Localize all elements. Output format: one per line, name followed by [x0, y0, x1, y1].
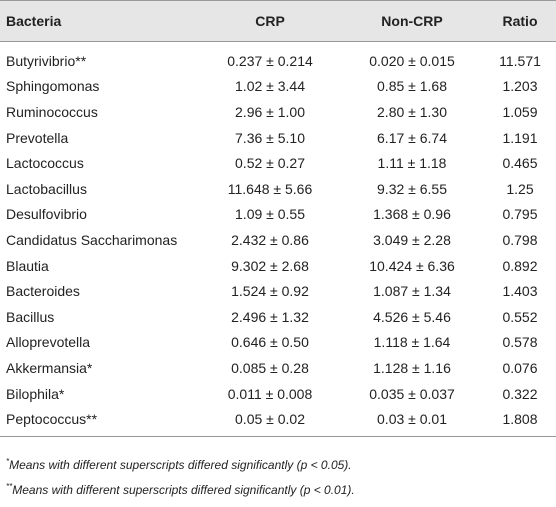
- table-cell: 0.020 ± 0.015: [369, 52, 455, 69]
- table-cell: 1.059: [502, 103, 538, 120]
- table-cell: 7.36 ± 5.10: [235, 129, 305, 146]
- table-cell: 1.118 ± 1.64: [373, 334, 451, 351]
- table-cell: 11.571: [499, 52, 541, 69]
- table-cell: 0.03 ± 0.01: [340, 406, 484, 437]
- table-row: Blautia 9.302 ± 2.68 10.424 ± 6.36 0.892: [0, 253, 556, 279]
- table-cell: 11.648 ± 5.66: [227, 180, 313, 197]
- table-cell: 1.203: [502, 78, 538, 95]
- table-cell: 0.892: [502, 257, 538, 274]
- table-cell: 0.52 ± 0.27: [235, 155, 305, 172]
- table-cell: 1.403: [502, 283, 538, 300]
- footnote-marker: **: [6, 481, 13, 491]
- table-cell: 0.05 ± 0.02: [200, 406, 340, 437]
- table-cell: 0.076: [502, 359, 538, 376]
- footnote-marker: *: [6, 456, 10, 466]
- table-cell: 0.646 ± 0.50: [231, 334, 309, 351]
- footnote-text: Means with different superscripts differ…: [9, 457, 352, 472]
- table-cell: 1.368 ± 0.96: [373, 206, 451, 223]
- table-cell: 1.11 ± 1.18: [377, 155, 447, 172]
- table-cell: 1.02 ± 3.44: [235, 78, 305, 95]
- table-row: Candidatus Saccharimonas 2.432 ± 0.86 3.04…: [0, 227, 556, 253]
- table-cell: 6.17 ± 6.74: [377, 129, 447, 146]
- table-cell: 2.96 ± 1.00: [235, 103, 305, 120]
- table-cell: 2.432 ± 0.86: [231, 231, 309, 248]
- header-cell: Ratio: [484, 0, 556, 42]
- table-row: Bilophila* 0.011 ± 0.008 0.035 ± 0.037 0.32…: [0, 381, 556, 407]
- table-cell: Bacteroides: [6, 283, 80, 300]
- table-row: Butyrivibrio** 0.237 ± 0.214 0.020 ± 0.015…: [0, 42, 556, 74]
- table-cell: 0.798: [502, 231, 538, 248]
- table-row: Ruminococcus 2.96 ± 1.00 2.80 ± 1.30 1.059: [0, 99, 556, 125]
- table-cell: Butyrivibrio**: [6, 52, 87, 69]
- table-cell: Ruminococcus: [6, 103, 98, 120]
- table-cell: 0.085 ± 0.28: [231, 359, 309, 376]
- table-cell: Alloprevotella: [6, 334, 91, 351]
- header-cell: Bacteria: [0, 0, 200, 42]
- table-cell: 2.80 ± 1.30: [377, 103, 447, 120]
- footnote-text: Means with different superscripts differ…: [12, 482, 355, 497]
- table-row: Akkermansia* 0.085 ± 0.28 1.128 ± 1.16 0.07…: [0, 355, 556, 381]
- table-cell: 1.808: [484, 406, 556, 437]
- table-cell: 0.322: [502, 385, 538, 402]
- table-row: Bacillus 2.496 ± 1.32 4.526 ± 5.46 0.552: [0, 304, 556, 330]
- table-cell: 1.524 ± 0.92: [231, 283, 309, 300]
- table-cell: 0.011 ± 0.008: [227, 385, 313, 402]
- table-cell: Bacillus: [6, 308, 55, 325]
- table-cell: 3.049 ± 2.28: [373, 231, 451, 248]
- table-cell: Lactococcus: [6, 155, 84, 172]
- data-table: Bacteria CRP Non-CRP Ratio Butyrivibrio** 0.…: [0, 0, 556, 437]
- table-cell: 10.424 ± 6.36: [369, 257, 455, 274]
- table-cell: Desulfovibrio: [6, 206, 87, 223]
- table-cell: 0.85 ± 1.68: [377, 78, 447, 95]
- table-cell: 2.496 ± 1.32: [231, 308, 309, 325]
- table-cell: Lactobacillus: [6, 180, 87, 197]
- table-cell: Bilophila*: [6, 385, 65, 402]
- footnote: **Means with different superscripts diff…: [0, 476, 556, 501]
- footnote: *Means with different superscripts diffe…: [0, 451, 556, 476]
- table-cell: 0.552: [502, 308, 538, 325]
- table-cell: 0.465: [502, 155, 538, 172]
- table-cell: 0.237 ± 0.214: [227, 52, 313, 69]
- table-row: Lactococcus 0.52 ± 0.27 1.11 ± 1.18 0.465: [0, 150, 556, 176]
- table-cell: 9.32 ± 6.55: [377, 180, 447, 197]
- table-cell: 1.09 ± 0.55: [235, 206, 305, 223]
- table-cell: Sphingomonas: [6, 78, 100, 95]
- table-row: Peptococcus** 0.05 ± 0.02 0.03 ± 0.01 1.808: [0, 406, 556, 437]
- table-row: Desulfovibrio 1.09 ± 0.55 1.368 ± 0.96 0.79…: [0, 202, 556, 228]
- table-cell: 1.128 ± 1.16: [373, 359, 451, 376]
- header-cell: CRP: [200, 0, 340, 42]
- header-cell: Non-CRP: [340, 0, 484, 42]
- table-cell: Peptococcus**: [0, 406, 200, 437]
- table-body: Butyrivibrio** 0.237 ± 0.214 0.020 ± 0.015…: [0, 42, 556, 437]
- table-cell: 1.087 ± 1.34: [373, 283, 451, 300]
- table-cell: 0.035 ± 0.037: [369, 385, 455, 402]
- table-row: Lactobacillus 11.648 ± 5.66 9.32 ± 6.55 1.2…: [0, 176, 556, 202]
- table-cell: Prevotella: [6, 129, 69, 146]
- table-row: Alloprevotella 0.646 ± 0.50 1.118 ± 1.64 0.…: [0, 330, 556, 356]
- table-cell: 0.795: [502, 206, 538, 223]
- table-cell: 1.25: [506, 180, 534, 197]
- table-row: Prevotella 7.36 ± 5.10 6.17 ± 6.74 1.191: [0, 125, 556, 151]
- header-row: Bacteria CRP Non-CRP Ratio: [0, 0, 556, 42]
- table-row: Sphingomonas 1.02 ± 3.44 0.85 ± 1.68 1.203: [0, 74, 556, 100]
- footnotes: *Means with different superscripts diffe…: [0, 451, 556, 501]
- table-cell: 0.578: [502, 334, 538, 351]
- table-cell: 4.526 ± 5.46: [373, 308, 451, 325]
- table-cell: Akkermansia*: [6, 359, 93, 376]
- table-cell: 9.302 ± 2.68: [231, 257, 309, 274]
- table-cell: Candidatus Saccharimonas: [6, 231, 178, 248]
- table-row: Bacteroides 1.524 ± 0.92 1.087 ± 1.34 1.403: [0, 278, 556, 304]
- table-cell: Blautia: [6, 257, 49, 274]
- table-cell: 1.191: [502, 129, 538, 146]
